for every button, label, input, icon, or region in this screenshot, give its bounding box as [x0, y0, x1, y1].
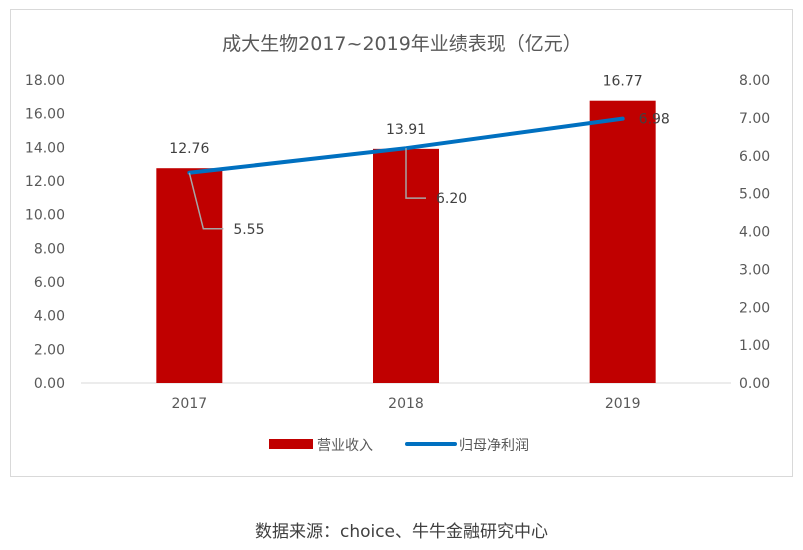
leader-line	[188, 172, 224, 230]
legend-label: 营业收入	[317, 438, 373, 454]
chart-title: 成大生物2017~2019年业绩表现（亿元）	[222, 33, 582, 55]
right-y-tick-label: 1.00	[739, 338, 770, 354]
bar-value-label: 13.91	[386, 122, 426, 138]
legend-label: 归母净利润	[459, 437, 529, 454]
left-y-tick-label: 18.00	[25, 73, 65, 89]
right-y-tick-label: 3.00	[739, 262, 770, 278]
bar	[156, 168, 223, 383]
line-value-label: 6.20	[436, 191, 467, 207]
x-tick-label: 2018	[388, 396, 424, 412]
chart-frame: 成大生物2017~2019年业绩表现（亿元） 0.00 2.00 4.00 6.00 8…	[10, 9, 793, 477]
left-y-tick-label: 8.00	[34, 241, 65, 257]
bar	[589, 100, 656, 383]
bar-value-label: 16.77	[603, 74, 643, 90]
left-y-tick-label: 4.00	[34, 309, 65, 325]
right-y-tick-label: 2.00	[739, 300, 770, 316]
x-tick-label: 2017	[172, 396, 208, 412]
line-value-label: 5.55	[233, 222, 264, 238]
legend-swatch-bar	[269, 439, 313, 449]
right-y-tick-label: 5.00	[739, 187, 770, 203]
left-y-tick-label: 6.00	[34, 275, 65, 291]
left-y-axis: 0.00 2.00 4.00 6.00 8.00 10.00 12.00 14.00 16.00…	[25, 73, 65, 392]
left-y-tick-label: 10.00	[25, 208, 65, 224]
data-labels: 12.76 13.91 16.77 5.55 6.20 6.98	[169, 74, 670, 238]
right-y-tick-label: 8.00	[739, 73, 770, 89]
leader-line	[405, 148, 426, 199]
bar-series	[156, 100, 656, 383]
left-y-tick-label: 2.00	[34, 342, 65, 358]
left-y-tick-label: 14.00	[25, 140, 65, 156]
bar-value-label: 12.76	[169, 141, 209, 157]
right-y-axis: 0.00 1.00 2.00 3.00 4.00 5.00 6.00 7.00 8.00	[739, 73, 770, 392]
legend: 营业收入 归母净利润	[269, 437, 529, 454]
source-note: 数据来源：choice、牛牛金融研究中心	[254, 522, 549, 542]
right-y-tick-label: 0.00	[739, 376, 770, 392]
left-y-tick-label: 0.00	[34, 376, 65, 392]
combo-chart: 成大生物2017~2019年业绩表现（亿元） 0.00 2.00 4.00 6.00 8…	[25, 33, 770, 454]
right-y-tick-label: 4.00	[739, 225, 770, 241]
right-y-tick-label: 6.00	[739, 149, 770, 165]
data-label-leaders	[188, 148, 426, 230]
left-y-tick-label: 12.00	[25, 174, 65, 190]
left-y-tick-label: 16.00	[25, 107, 65, 123]
line-value-label: 6.98	[639, 112, 670, 128]
x-tick-label: 2019	[605, 396, 641, 412]
x-axis: 2017 2018 2019	[172, 396, 641, 412]
right-y-tick-label: 7.00	[739, 111, 770, 127]
